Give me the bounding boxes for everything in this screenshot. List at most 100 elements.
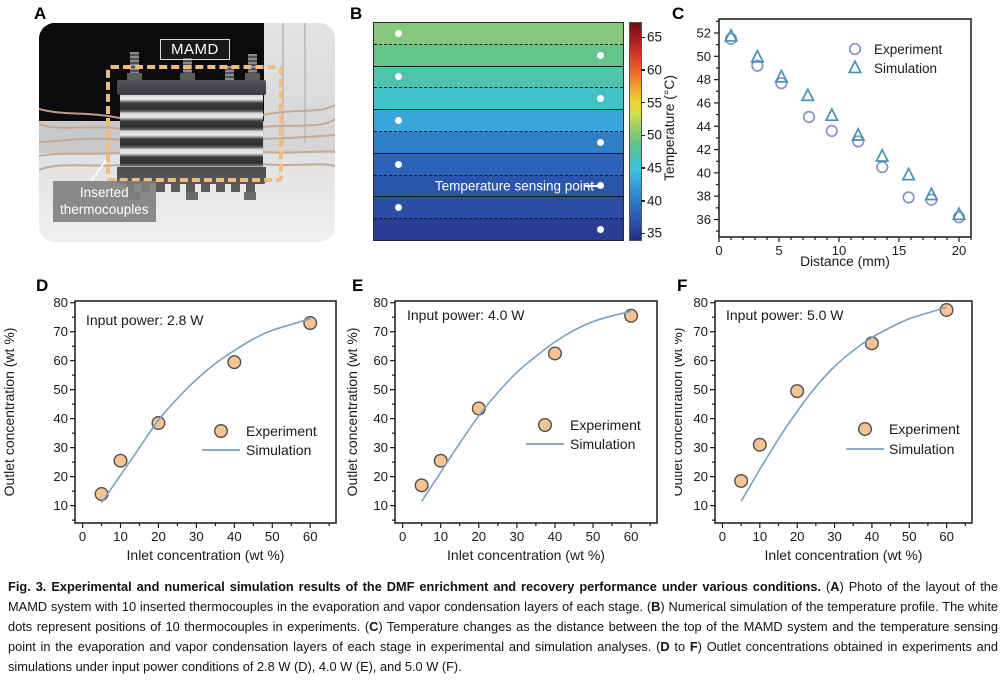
colorbar-tick-label: 40 xyxy=(647,193,663,209)
svg-text:70: 70 xyxy=(693,324,708,339)
bolt xyxy=(183,58,192,80)
caption-segment: Fig. 3. Experimental and numerical simul… xyxy=(8,579,826,594)
caption-segment: ) Photo of the layout of the MAMD system… xyxy=(8,579,998,614)
svg-text:15: 15 xyxy=(892,243,906,258)
colorbar-tick-label: 55 xyxy=(647,95,663,111)
tick-labels: 0 10 20 30 40 50 60 10 20 30 40 50 60 70 80 xyxy=(373,295,638,544)
device-foot xyxy=(244,192,256,200)
svg-text:60: 60 xyxy=(53,353,68,368)
svg-text:44: 44 xyxy=(697,119,711,134)
heatmap-band: Temperature sensing point xyxy=(374,175,623,198)
panel-b-letter: B xyxy=(350,4,363,23)
legend: Experiment Simulation xyxy=(846,421,960,457)
svg-text:20: 20 xyxy=(952,243,966,258)
axes xyxy=(394,300,658,524)
caption-segment: A xyxy=(830,579,840,594)
legend: Experiment Simulation xyxy=(526,417,641,452)
thermocouple-dot xyxy=(597,51,605,59)
svg-text:60: 60 xyxy=(939,529,954,544)
colorbar-tick-label: 65 xyxy=(647,29,663,45)
svg-text:70: 70 xyxy=(53,324,68,339)
ticks xyxy=(390,302,651,528)
svg-text:10: 10 xyxy=(433,529,448,544)
series-simulation xyxy=(100,317,311,504)
caption-segment: to xyxy=(669,639,690,654)
caption-segment: F xyxy=(689,639,698,654)
colorbar: 65 60 55 50 45 40 35 xyxy=(629,22,662,241)
svg-text:10: 10 xyxy=(693,498,708,513)
svg-text:10: 10 xyxy=(113,529,128,544)
concentration-chart-4-0w: 0 10 20 30 40 50 60 10 20 30 40 50 60 70 80 Inlet conce… xyxy=(344,295,658,563)
heatmap-band xyxy=(374,23,623,45)
legend: Experiment Simulation xyxy=(847,42,943,76)
panel-d-letter: D xyxy=(36,276,49,295)
svg-text:50: 50 xyxy=(697,49,711,64)
panel-b: B Temperature sensing point 65 60 55 50 45 40… xyxy=(345,0,662,272)
photo-structure-line xyxy=(282,23,284,143)
svg-text:0: 0 xyxy=(715,243,722,258)
svg-text:20: 20 xyxy=(790,529,805,544)
panel-e-letter: E xyxy=(352,276,364,295)
svg-text:40: 40 xyxy=(227,529,242,544)
thermocouple-dot xyxy=(395,73,403,81)
colorbar-tick xyxy=(641,69,645,71)
svg-text:46: 46 xyxy=(697,95,711,110)
heatmap-band xyxy=(374,88,623,111)
svg-text:40: 40 xyxy=(53,411,68,426)
series-experiment xyxy=(414,308,639,493)
svg-text:30: 30 xyxy=(827,529,842,544)
panel-a: A xyxy=(0,0,345,272)
y-axis-label: Outlet concentration (wt %) xyxy=(345,328,360,497)
thermocouple-dot xyxy=(395,29,403,37)
svg-text:50: 50 xyxy=(586,529,601,544)
heatmap-band xyxy=(374,44,623,67)
concentration-chart-2-8w: 0 10 20 30 40 50 60 10 20 30 40 50 60 70 80 Inlet conce… xyxy=(1,295,337,563)
input-power-annotation: Input power: 5.0 W xyxy=(726,307,844,323)
bolt-nut xyxy=(180,73,195,80)
legend-label: Experiment xyxy=(246,423,317,439)
colorbar-tick xyxy=(641,134,645,137)
ticks xyxy=(714,20,972,242)
colorbar-tick-label: 45 xyxy=(647,160,663,176)
colorbar-tick-label: 60 xyxy=(647,62,663,78)
sensing-point-label: Temperature sensing point xyxy=(434,178,594,194)
legend-label: Simulation xyxy=(570,436,635,452)
svg-text:60: 60 xyxy=(303,529,318,544)
tick-labels: 0 10 20 30 40 50 60 10 20 30 40 50 60 70 80 xyxy=(53,295,317,544)
caption-segment: ) Numerical simulation of the temperatur… xyxy=(8,599,999,634)
svg-text:50: 50 xyxy=(693,382,708,397)
legend-label: Experiment xyxy=(874,42,943,57)
svg-text:30: 30 xyxy=(693,440,708,455)
y-axis-label: Temperature (°C) xyxy=(662,75,677,181)
svg-text:80: 80 xyxy=(373,295,388,310)
mamd-dashed-outline xyxy=(106,65,283,182)
colorbar-tick xyxy=(641,232,645,235)
svg-text:80: 80 xyxy=(693,295,708,310)
legend-label: Simulation xyxy=(874,61,937,76)
heatmap-band xyxy=(374,153,623,176)
inserted-thermocouples-label: Inserted thermocouples xyxy=(53,181,156,222)
x-axis-label: Distance (mm) xyxy=(800,254,890,269)
colorbar-tick xyxy=(641,101,645,104)
svg-text:70: 70 xyxy=(373,324,388,339)
svg-text:0: 0 xyxy=(79,529,86,544)
svg-text:40: 40 xyxy=(865,529,880,544)
bolt-nut xyxy=(245,73,260,80)
svg-text:10: 10 xyxy=(53,498,68,513)
heatmap-band xyxy=(374,219,623,240)
svg-text:60: 60 xyxy=(373,353,388,368)
photo-right-background xyxy=(264,23,335,155)
svg-text:60: 60 xyxy=(693,353,708,368)
tick-labels: 0 5 10 15 20 36 38 40 42 44 46 48 50 52 xyxy=(697,25,967,258)
series-simulation xyxy=(740,306,947,502)
caption-segment: C xyxy=(369,619,379,634)
svg-text:60: 60 xyxy=(624,529,639,544)
svg-text:0: 0 xyxy=(399,529,406,544)
ticks xyxy=(70,302,330,528)
mamd-photo: MAMD Inserted thermocouples xyxy=(39,23,335,242)
figure-caption: Fig. 3. Experimental and numerical simul… xyxy=(8,577,998,677)
heatmap-band xyxy=(374,110,623,132)
panel-c: C 0 5 10 15 20 36 38 40 42 44 46 48 50 52 Distance (mm… xyxy=(660,0,1006,272)
x-axis-label: Inlet concentration (wt %) xyxy=(447,547,605,563)
